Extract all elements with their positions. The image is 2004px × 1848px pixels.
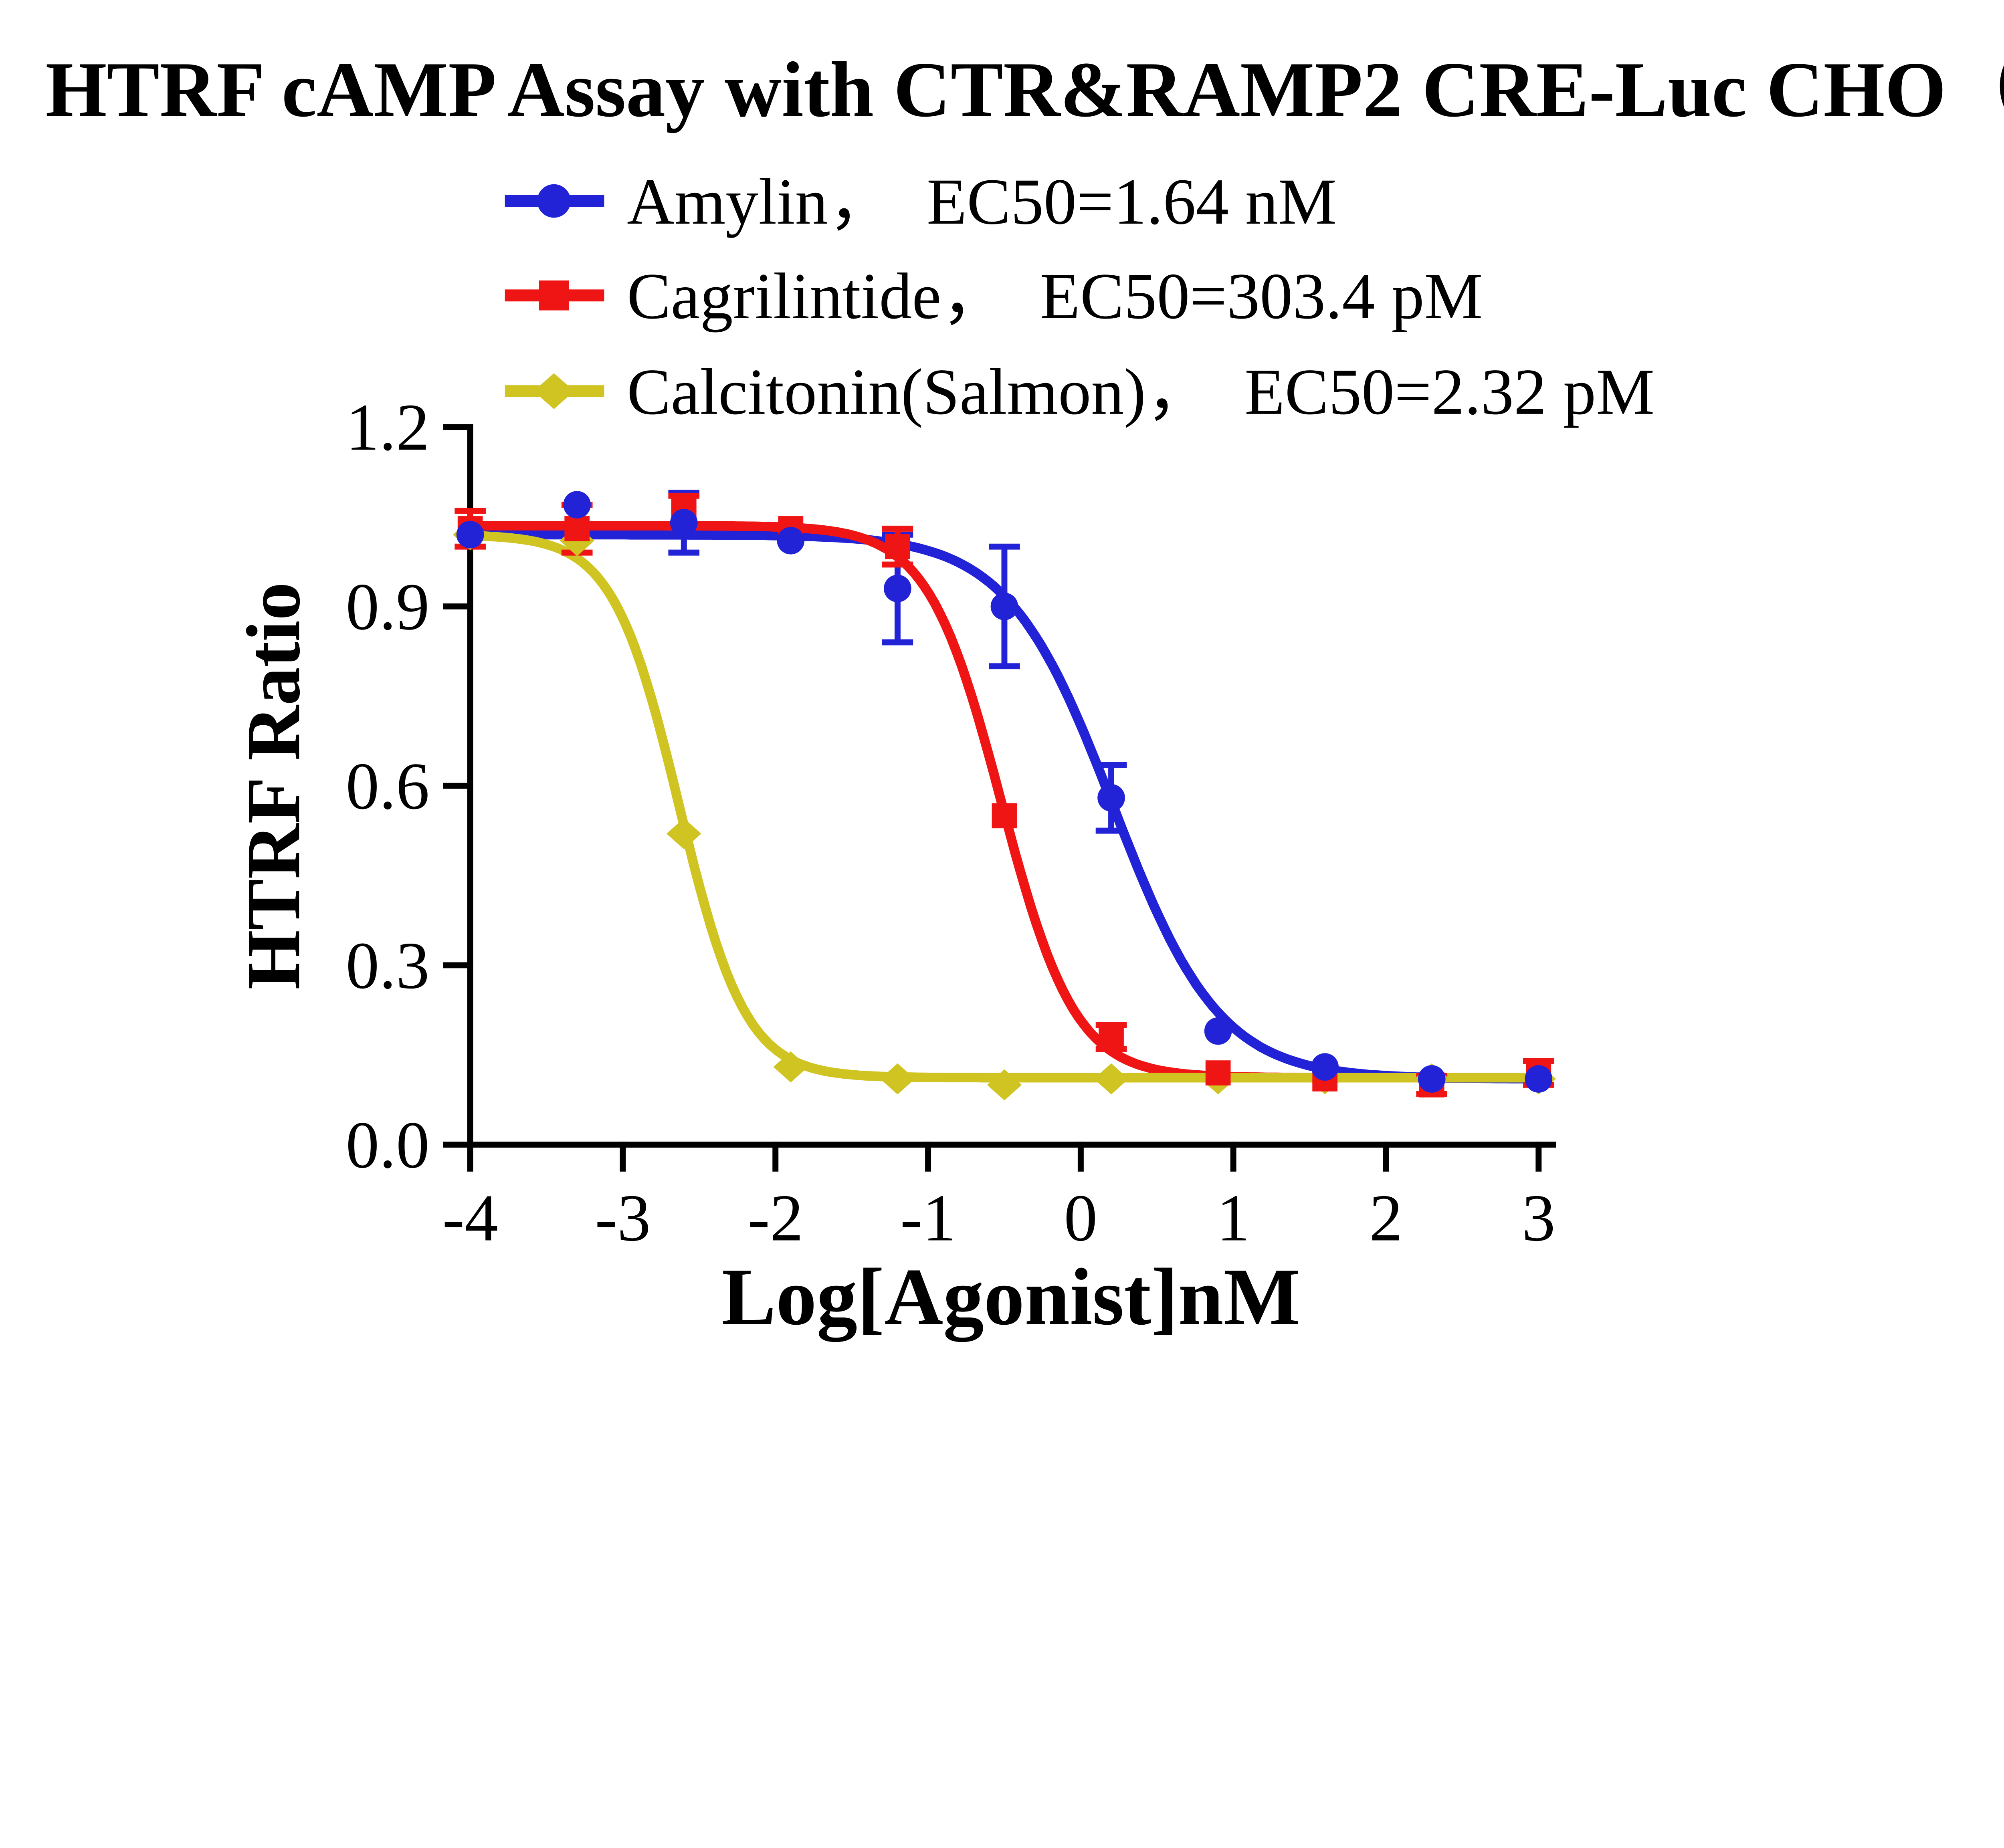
plot-area	[453, 490, 1556, 1101]
axes: -4 -3 -2 -1 0 1 2 3 0.0 0.3 0.6 0.9 1.2	[346, 390, 1556, 1255]
y-tick-label: 0.0	[346, 1108, 430, 1182]
legend-marker-square-icon	[539, 280, 569, 311]
x-tick-label: 3	[1522, 1181, 1556, 1255]
legend-item-Amylin: Amylin， EC50=1.64 nM	[505, 165, 1337, 238]
y-tick-label: 1.2	[346, 390, 430, 464]
data-point-Cagrilintide	[1099, 1024, 1124, 1050]
x-tick-label: 0	[1064, 1181, 1098, 1255]
data-point-Cagrilintide	[1205, 1060, 1231, 1085]
legend-item-Cagrilintide: Cagrilintide， EC50=303.4 pM	[505, 260, 1483, 333]
data-point-Amylin	[563, 491, 591, 519]
data-point-Amylin	[456, 521, 484, 549]
data-point-Amylin	[1525, 1065, 1553, 1093]
y-axis-title: HTRF Ratio	[231, 582, 316, 990]
x-tick-label: -4	[442, 1181, 498, 1255]
x-axis-title: Log[Agonist]nM	[722, 1251, 1300, 1342]
data-point-Amylin	[1311, 1053, 1339, 1081]
legend-label: Amylin， EC50=1.64 nM	[627, 165, 1337, 238]
data-point-Amylin	[990, 593, 1018, 620]
legend-item-Calcitonin(Salmon): Calcitonin(Salmon)， EC50=2.32 pM	[505, 355, 1655, 428]
data-point-Amylin	[884, 575, 911, 602]
x-tick-label: 2	[1369, 1181, 1403, 1255]
data-point-Calcitonin(Salmon)	[880, 1063, 915, 1095]
data-point-Amylin	[1204, 1017, 1232, 1045]
data-point-Cagrilintide	[992, 803, 1017, 829]
y-tick-label: 0.3	[346, 929, 430, 1003]
chart-title: HTRF cAMP Assay with CTR&RAMP2 CRE-Luc C…	[45, 46, 2004, 133]
data-point-Cagrilintide	[564, 516, 590, 541]
data-point-Amylin	[777, 527, 805, 555]
y-tick-label: 0.9	[346, 570, 430, 644]
legend-marker-diamond-icon	[533, 373, 574, 409]
y-tick-label: 0.6	[346, 749, 430, 823]
data-point-Calcitonin(Salmon)	[1094, 1063, 1129, 1095]
data-point-Amylin	[1097, 784, 1125, 812]
legend-marker-circle-icon	[537, 184, 571, 218]
data-point-Cagrilintide	[885, 534, 910, 559]
x-tick-label: -1	[900, 1181, 956, 1255]
data-point-Amylin	[670, 509, 698, 537]
x-tick-label: -2	[747, 1181, 803, 1255]
legend: Amylin， EC50=1.64 nM Cagrilintide， EC50=3…	[505, 165, 1655, 428]
dose-response-chart: HTRF cAMP Assay with CTR&RAMP2 CRE-Luc C…	[45, 45, 2004, 1342]
data-point-Calcitonin(Salmon)	[666, 818, 701, 849]
x-tick-label: 1	[1216, 1181, 1250, 1255]
legend-label: Cagrilintide， EC50=303.4 pM	[627, 260, 1483, 333]
legend-label: Calcitonin(Salmon)， EC50=2.32 pM	[627, 355, 1655, 428]
data-point-Calcitonin(Salmon)	[987, 1069, 1022, 1101]
x-tick-label: -3	[595, 1181, 650, 1255]
data-point-Amylin	[1418, 1065, 1446, 1093]
